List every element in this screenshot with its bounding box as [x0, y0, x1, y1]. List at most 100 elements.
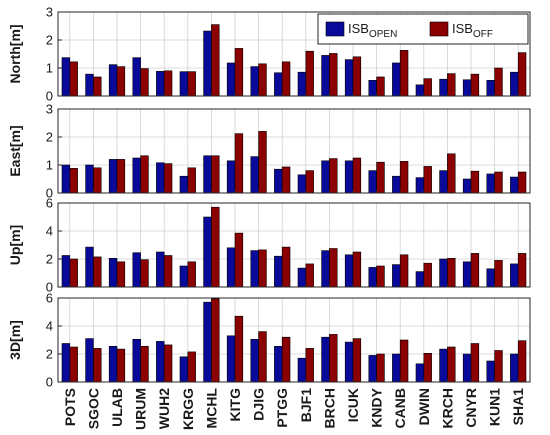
bar-open-canb [392, 353, 401, 383]
bar-open-dwin [415, 271, 425, 288]
category-label-canb: CANB [392, 388, 408, 428]
legend-swatch-open [325, 21, 345, 37]
category-label-ptgg: PTGG [274, 388, 290, 428]
bar-off-krgg [187, 167, 196, 194]
bar-off-kndy [376, 265, 385, 288]
category-label-urum: URUM [133, 388, 149, 430]
bar-open-brch [321, 160, 330, 194]
bar-open-wuh2 [156, 341, 165, 383]
bar-open-cnyr [462, 79, 472, 97]
bar-open-mchl [203, 30, 212, 97]
category-label-cnyr: CNYR [463, 388, 479, 428]
bar-off-kitg [234, 48, 244, 97]
bar-off-sha1 [517, 171, 527, 194]
bar-open-djig [250, 250, 259, 288]
bar-off-cnyr [470, 170, 480, 194]
bar-off-ptgg [281, 166, 291, 194]
bar-off-sgoc [93, 348, 102, 383]
bar-off-kun1 [494, 171, 503, 194]
bar-open-sgoc [85, 73, 94, 97]
bar-off-sgoc [93, 76, 102, 97]
bar-open-wuh2 [156, 251, 165, 288]
y-tick-label: 1 [46, 158, 53, 173]
plot-frame-3 [57, 297, 531, 383]
bar-off-urum [140, 345, 149, 383]
bar-open-kun1 [486, 360, 495, 383]
bar-open-krch [439, 78, 448, 97]
category-label-icuk: ICUK [345, 388, 361, 422]
bar-open-krch [439, 258, 448, 288]
bar-off-icuk [352, 338, 362, 383]
bar-off-canb [399, 339, 409, 383]
bar-open-urum [132, 157, 141, 194]
bar-off-krgg [187, 351, 196, 383]
bar-off-ulab [116, 261, 126, 288]
bar-off-wuh2 [163, 344, 173, 383]
y-tick-label: 0 [46, 375, 53, 390]
bar-open-cnyr [462, 353, 472, 383]
y-tick-label: 0 [46, 186, 53, 201]
y-tick-label: 2 [46, 252, 53, 267]
bar-open-bjf1 [297, 267, 307, 288]
bar-open-urum [132, 338, 141, 383]
bar-open-sha1 [510, 263, 519, 288]
category-label-mchl: MCHL [203, 388, 219, 429]
bar-off-bjf1 [305, 263, 314, 288]
bar-open-pots [61, 255, 71, 288]
bar-open-sha1 [510, 71, 519, 97]
bar-off-kun1 [494, 67, 503, 97]
legend-label-open: ISBOPEN [348, 21, 397, 40]
bar-off-pots [69, 61, 78, 97]
y-tick-label: 4 [46, 224, 53, 239]
category-label-krch: KRCH [439, 388, 455, 428]
bar-open-sha1 [510, 353, 519, 383]
bar-open-pots [61, 343, 71, 383]
bar-open-kndy [368, 355, 377, 383]
bar-off-brch [329, 158, 338, 194]
bar-off-kun1 [494, 350, 503, 383]
bar-open-brch [321, 55, 330, 97]
bar-open-djig [250, 338, 259, 383]
y-tick-label: 6 [46, 196, 53, 211]
category-label-wuh2: WUH2 [156, 388, 172, 429]
bar-off-dwin [423, 262, 432, 288]
bar-open-wuh2 [156, 162, 165, 194]
bar-open-cnyr [462, 178, 472, 194]
bar-open-sgoc [85, 164, 94, 194]
bar-off-urum [140, 155, 149, 194]
legend-box [317, 13, 529, 45]
bar-open-icuk [344, 254, 354, 288]
category-label-pots: POTS [62, 388, 78, 426]
bar-off-ulab [116, 66, 126, 97]
bar-off-icuk [352, 56, 362, 97]
bar-off-ulab [116, 348, 126, 383]
bar-off-ptgg [281, 61, 291, 97]
bar-open-wuh2 [156, 71, 165, 97]
category-label-krgg: KRGG [180, 388, 196, 430]
bar-open-brch [321, 336, 330, 383]
bar-off-kun1 [494, 260, 503, 288]
y-tick-label: 3 [46, 5, 53, 20]
bar-off-pots [69, 346, 78, 383]
bar-open-krgg [179, 175, 189, 194]
bar-off-mchl [211, 155, 220, 194]
bar-off-kndy [376, 161, 385, 194]
bar-off-djig [258, 131, 267, 194]
bar-off-djig [258, 249, 267, 288]
category-label-brch: BRCH [321, 388, 337, 428]
plot-frame-2 [57, 202, 531, 288]
bar-off-cnyr [470, 253, 480, 288]
y-axis-label: North[m] [7, 24, 23, 83]
category-label-kndy: KNDY [369, 387, 385, 427]
bar-open-kitg [226, 62, 236, 97]
bar-off-sha1 [517, 340, 527, 383]
bar-open-dwin [415, 177, 425, 194]
bar-off-sha1 [517, 253, 527, 288]
bar-off-wuh2 [163, 255, 173, 288]
bar-open-icuk [344, 59, 354, 97]
bar-open-dwin [415, 84, 425, 97]
bar-off-ulab [116, 159, 126, 194]
legend-label-off-base: ISB [452, 21, 473, 36]
y-tick-label: 0 [46, 280, 53, 295]
